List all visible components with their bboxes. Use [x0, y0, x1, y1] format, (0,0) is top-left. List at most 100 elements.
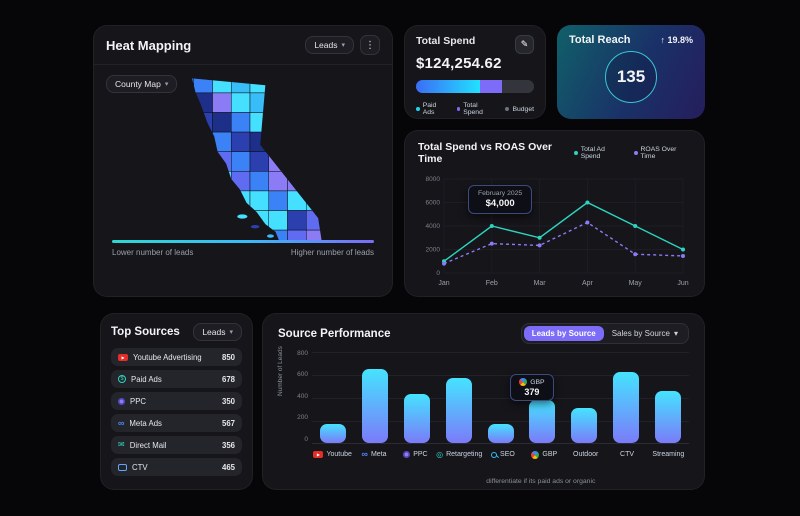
legend-low-label: Lower number of leads: [112, 248, 194, 257]
svg-text:Jan: Jan: [438, 280, 449, 287]
california-map-svg[interactable]: [175, 73, 325, 250]
source-list-item[interactable]: PPC 350: [111, 392, 242, 410]
legend-item: ROAS Over Time: [633, 146, 691, 160]
sales-by-source-tab[interactable]: Sales by Source ▾: [611, 329, 678, 338]
svg-text:6000: 6000: [426, 200, 441, 207]
svg-text:0: 0: [436, 270, 440, 277]
axis-tick-label: 800: [297, 350, 308, 357]
panel-title: Total Spend vs ROAS Over Time: [418, 141, 553, 165]
legend-dot: [573, 151, 578, 155]
source-list-item[interactable]: ✉ Direct Mail 356: [111, 436, 242, 454]
total-reach-card: Total Reach ↑ 19.8% 135: [557, 25, 705, 119]
reach-value: 135: [616, 67, 646, 86]
source-list-item[interactable]: ▶ Youtube Advertising 850: [111, 348, 242, 366]
source-value: 850: [221, 352, 235, 362]
source-label: $ Paid Ads: [118, 375, 162, 384]
legend-item: Budget: [505, 102, 534, 116]
source-value: 356: [221, 440, 235, 450]
chevron-down-icon: ▾: [341, 42, 345, 49]
view-toggle: Leads by Source Sales by Source ▾: [520, 323, 689, 344]
chart-footnote: differentiate if its paid ads or organic: [486, 478, 596, 485]
roas-chart-svg[interactable]: Jan Feb Mar Apr May Jun 0 2000 4000 6000 8000: [418, 171, 691, 289]
axis-tick-label: 600: [297, 371, 308, 379]
bar[interactable]: [354, 352, 396, 443]
bar[interactable]: [396, 352, 438, 443]
svg-text:Mar: Mar: [534, 280, 547, 287]
source-performance-panel: Source Performance Leads by Source Sales…: [262, 313, 705, 490]
total-spend-amount: $124,254.62: [416, 55, 502, 72]
line-chart: Jan Feb Mar Apr May Jun 0 2000 4000 6000 8000 Febr…: [418, 171, 691, 294]
spend-vs-roas-panel: Total Spend vs ROAS Over Time Total Ad S…: [404, 130, 705, 297]
meta-icon: ∞: [118, 417, 125, 428]
bar[interactable]: [480, 352, 522, 443]
ppc-icon: [403, 451, 411, 458]
bar-chart: Number of Leads 800 600 400 200 0 ▶ Youtube ∞ M…: [277, 346, 689, 470]
source-value: 678: [221, 374, 235, 384]
meta-icon: ∞: [361, 449, 368, 459]
bar-category-label: GBP: [524, 450, 565, 459]
y-axis-label: Number of Leads: [277, 346, 284, 396]
spend-legend: Paid Ads Total Spend Budget: [416, 102, 534, 116]
spend-segment: [479, 80, 503, 93]
pencil-icon: ✎: [520, 39, 529, 49]
source-value: 350: [221, 396, 235, 406]
google-icon: [519, 378, 528, 386]
coin-icon: $: [118, 375, 126, 383]
tooltip-value: 379: [524, 387, 540, 397]
bar[interactable]: [312, 352, 354, 443]
seo-icon: [491, 451, 498, 458]
map-legend: Lower number of leads Higher number of l…: [112, 240, 374, 257]
ppc-icon: [118, 397, 125, 405]
edit-button[interactable]: ✎: [515, 35, 534, 54]
sources-leads-dropdown[interactable]: Leads ▾: [193, 323, 242, 341]
youtube-icon: ▶: [118, 353, 128, 361]
heat-mapping-header: Heat Mapping Leads ▾ ⋮: [94, 26, 392, 65]
youtube-icon: ▶: [313, 451, 324, 458]
leads-dropdown[interactable]: Leads ▾: [305, 36, 354, 54]
source-list-item[interactable]: CTV 465: [111, 458, 242, 476]
bar-category-label: CTV: [620, 451, 635, 458]
bar-labels: ▶ Youtube ∞ Meta PPC ◎ Retargeting SEO GBP Outdoo…: [312, 450, 689, 459]
source-label: ∞ Meta Ads: [118, 417, 162, 428]
axis-tick-label: 200: [297, 414, 308, 422]
source-value: 567: [221, 418, 235, 428]
panel-title: Top Sources: [111, 326, 180, 338]
spend-segment: [502, 80, 534, 93]
bar[interactable]: [647, 352, 689, 443]
chart-tooltip: February 2025 $4,000: [468, 185, 533, 214]
bar[interactable]: [563, 352, 605, 443]
tooltip-label: GBP: [530, 378, 545, 386]
bar-tooltip: GBP 379: [510, 374, 554, 401]
panel-title: Heat Mapping: [106, 37, 192, 53]
source-list-item[interactable]: $ Paid Ads 678: [111, 370, 242, 388]
svg-text:Apr: Apr: [582, 280, 594, 287]
more-options-button[interactable]: ⋮: [360, 35, 380, 55]
kebab-menu-icon: ⋮: [365, 39, 375, 51]
chevron-down-icon: ▾: [229, 329, 233, 336]
sources-list: ▶ Youtube Advertising 850 $ Paid Ads 678 PPC 35…: [111, 348, 242, 476]
svg-text:4000: 4000: [426, 223, 441, 230]
svg-text:2000: 2000: [426, 247, 441, 254]
bar-plot: [312, 352, 689, 444]
bar[interactable]: [521, 352, 563, 443]
axis-tick-label: 400: [297, 392, 308, 400]
bar[interactable]: [438, 352, 480, 443]
legend-dot: [416, 107, 420, 111]
spend-progress-bar: [416, 80, 534, 93]
bar-category-label: Outdoor: [573, 451, 599, 458]
legend-item: Paid Ads: [416, 102, 448, 116]
spend-segment: [416, 80, 480, 93]
gbp-icon: [531, 450, 540, 459]
legend-dot: [456, 107, 461, 111]
bar-category-label: ∞ Meta: [361, 449, 387, 459]
source-list-item[interactable]: ∞ Meta Ads 567: [111, 414, 242, 432]
tooltip-value: $4,000: [485, 198, 515, 209]
leads-by-source-tab[interactable]: Leads by Source: [523, 326, 604, 341]
svg-text:Feb: Feb: [486, 280, 498, 287]
county-map-dropdown[interactable]: County Map ▾: [106, 75, 178, 93]
chevron-down-icon: ▾: [164, 81, 169, 88]
legend-dot: [633, 151, 638, 155]
source-value: 465: [221, 462, 235, 472]
card-title: Total Spend: [416, 35, 476, 47]
bar[interactable]: [605, 352, 647, 443]
